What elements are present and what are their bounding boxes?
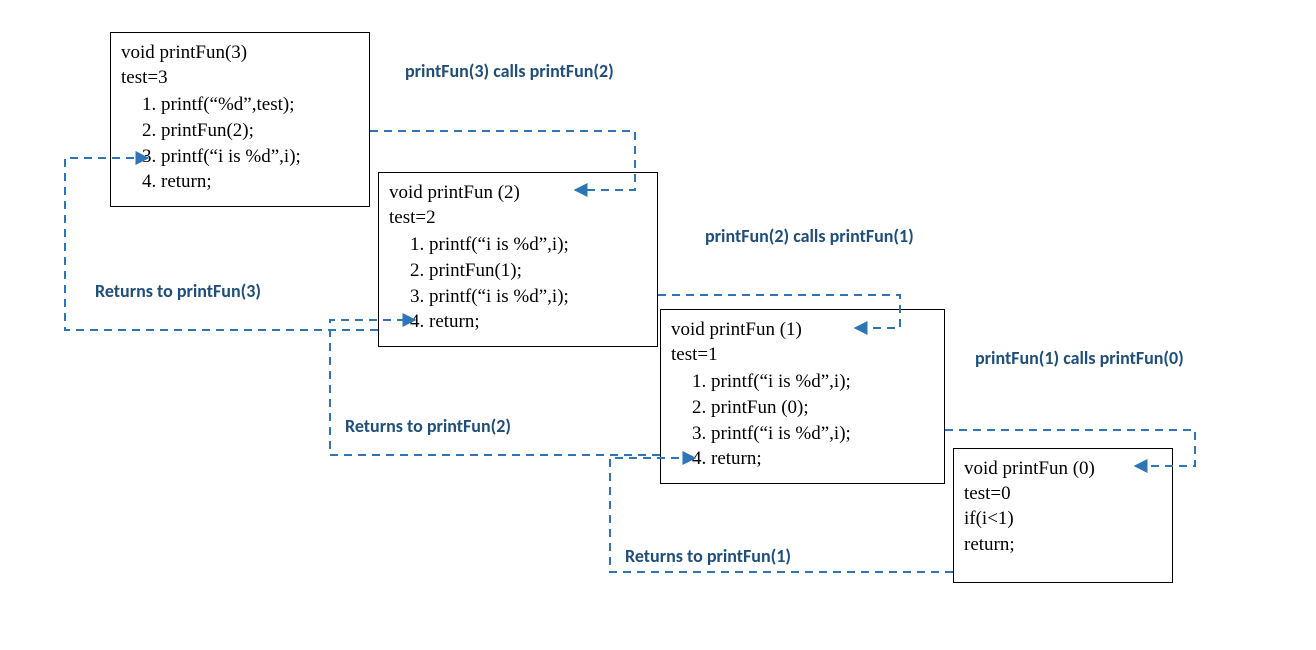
stack-frame-printfun-1: void printFun (1) test=1 printf(“i is %d… [660,309,945,484]
recursion-diagram: { "colors": { "edge": "#2e75b6", "label"… [0,0,1316,650]
label-return-2: Returns to printFun(2) [345,415,511,437]
stmt-1: printf(“%d”,test); [161,92,359,118]
statement-list: printf(“i is %d”,i); printFun (0); print… [671,369,934,472]
stmt-1: printf(“i is %d”,i); [429,232,647,258]
stack-frame-printfun-2: void printFun (2) test=2 printf(“i is %d… [378,172,658,347]
label-return-3: Returns to printFun(3) [95,280,261,302]
stack-frame-printfun-3: void printFun(3) test=3 printf(“%d”,test… [110,32,370,207]
label-return-1: Returns to printFun(1) [625,545,791,567]
assignment: test=1 [671,343,934,368]
stmt-return: return; [964,532,1162,558]
function-signature: void printFun (2) [389,181,647,206]
stmt-2: printFun(1); [429,258,647,284]
stack-frame-printfun-0: void printFun (0) test=0 if(i<1) return; [953,448,1173,583]
stmt-3: printf(“i is %d”,i); [161,144,359,170]
statement-list: printf(“%d”,test); printFun(2); printf(“… [121,92,359,195]
assignment: test=2 [389,206,647,231]
label-call-3-2: printFun(3) calls printFun(2) [405,60,614,82]
stmt-if: if(i<1) [964,506,1162,532]
stmt-2: printFun(2); [161,118,359,144]
stmt-3: printf(“i is %d”,i); [711,421,934,447]
statement-list: printf(“i is %d”,i); printFun(1); printf… [389,232,647,335]
stmt-3: printf(“i is %d”,i); [429,284,647,310]
assignment: test=3 [121,66,359,91]
stmt-1: printf(“i is %d”,i); [711,369,934,395]
function-signature: void printFun (1) [671,318,934,343]
assignment: test=0 [964,482,1162,507]
stmt-2: printFun (0); [711,395,934,421]
label-call-1-0: printFun(1) calls printFun(0) [975,347,1184,369]
function-signature: void printFun (0) [964,457,1162,482]
stmt-4: return; [429,309,647,335]
stmt-4: return; [161,169,359,195]
stmt-4: return; [711,446,934,472]
function-signature: void printFun(3) [121,41,359,66]
label-call-2-1: printFun(2) calls printFun(1) [705,225,914,247]
